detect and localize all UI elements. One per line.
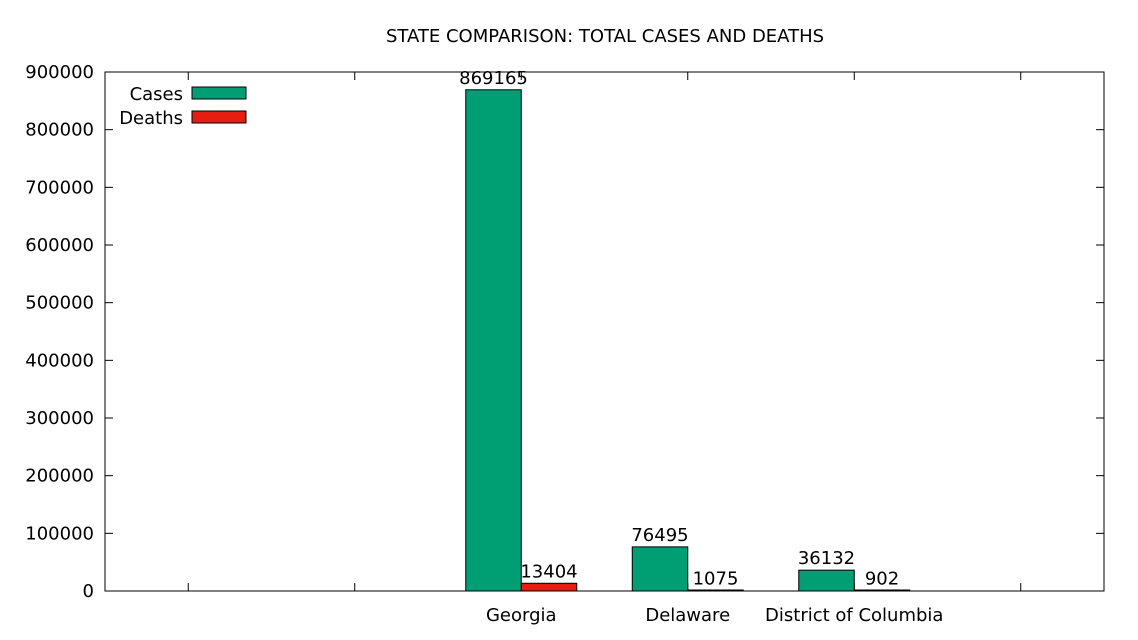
- x-tick-label: Georgia: [486, 605, 557, 626]
- x-axis: Georgia Delaware District of Columbia: [187, 72, 1022, 626]
- y-tick-label: 600000: [25, 235, 94, 256]
- data-label: 36132: [798, 548, 855, 569]
- y-tick-label: 0: [83, 581, 94, 602]
- y-axis: 0 100000 200000 300000 400000 500000 600000 700…: [25, 62, 1104, 602]
- bar-deaths: [520, 582, 578, 592]
- plot-frame: [104, 71, 1105, 592]
- bar-cases: [798, 569, 855, 592]
- legend-swatch: [191, 110, 247, 124]
- bars: [465, 89, 911, 592]
- bar-cases: [631, 546, 689, 592]
- bar-cases: [465, 89, 522, 592]
- legend-label: Deaths: [119, 108, 183, 129]
- data-label: 1075: [693, 568, 739, 589]
- y-tick-label: 800000: [25, 120, 94, 141]
- x-tick-label: District of Columbia: [765, 605, 943, 626]
- y-tick-label: 700000: [25, 177, 94, 198]
- y-tick-label: 900000: [25, 62, 94, 83]
- legend: Cases Deaths: [119, 84, 247, 129]
- data-label: 902: [865, 568, 899, 589]
- data-labels: 869165 76495 36132 13404 1075 902: [459, 68, 899, 590]
- legend-swatch: [191, 86, 247, 100]
- y-tick-label: 400000: [25, 350, 94, 371]
- chart-title: STATE COMPARISON: TOTAL CASES AND DEATHS: [386, 26, 824, 47]
- y-tick-label: 500000: [25, 293, 94, 314]
- legend-label: Cases: [130, 84, 183, 105]
- data-label: 76495: [631, 525, 688, 546]
- data-label: 869165: [459, 68, 528, 89]
- y-tick-label: 300000: [25, 408, 94, 429]
- y-tick-label: 200000: [25, 466, 94, 487]
- y-tick-label: 100000: [25, 523, 94, 544]
- x-tick-label: Delaware: [645, 605, 730, 626]
- data-label: 13404: [520, 561, 577, 582]
